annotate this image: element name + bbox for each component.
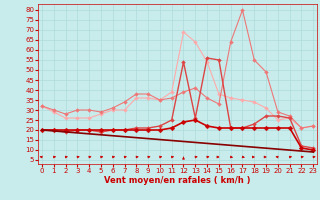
X-axis label: Vent moyen/en rafales ( km/h ): Vent moyen/en rafales ( km/h ): [104, 176, 251, 185]
